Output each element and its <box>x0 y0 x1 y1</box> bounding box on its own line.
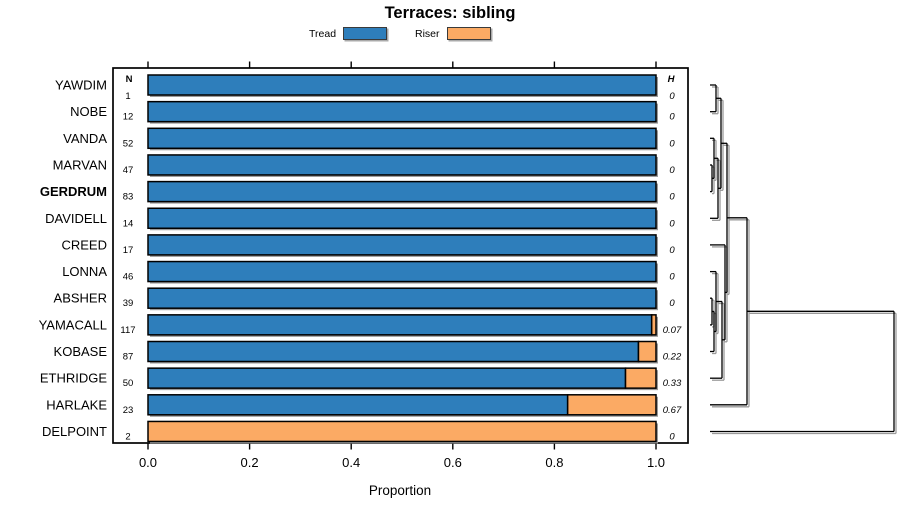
category-label: HARLAKE <box>46 397 107 412</box>
category-label: VANDA <box>63 131 107 146</box>
n-value: 23 <box>123 405 134 416</box>
bar-segment-tread <box>147 100 657 123</box>
h-value: 0 <box>669 298 675 309</box>
n-value: 117 <box>120 325 135 336</box>
dendrogram <box>710 84 895 433</box>
h-value: 0 <box>669 272 675 283</box>
category-label: DELPOINT <box>42 424 107 439</box>
category-label: MARVAN <box>53 157 107 172</box>
row-labels: N H YAWDIM 1 0 NOBE 12 0 VANDA 52 0 MARVAN 47 0 GERDRU… <box>39 74 682 442</box>
dendrogram-shadow <box>712 86 897 435</box>
h-value: 0 <box>669 431 675 442</box>
n-value: 87 <box>123 352 134 363</box>
h-value: 0 <box>669 91 675 102</box>
n-value: 14 <box>123 218 134 229</box>
legend-swatch-tread <box>343 27 388 40</box>
h-value: 0 <box>669 138 675 149</box>
category-label: DAVIDELL <box>45 211 107 226</box>
category-label: YAWDIM <box>55 78 107 93</box>
legend-swatch-riser <box>446 27 491 40</box>
x-tick-label: 0.8 <box>545 455 563 470</box>
bar-segment-tread <box>147 367 627 389</box>
legend-label-tread: Tread <box>309 27 337 40</box>
bar-segment-tread <box>147 260 657 283</box>
category-label: YAMACALL <box>39 317 107 332</box>
chart-title: Terraces: sibling <box>384 4 516 22</box>
legend-item-tread: Tread <box>309 27 388 40</box>
bar-segment-riser <box>637 340 657 363</box>
h-value: 0.67 <box>663 405 682 416</box>
n-value: 47 <box>123 165 134 176</box>
bar-segment-tread <box>147 340 640 363</box>
bar-segment-tread <box>147 287 657 309</box>
category-label: GERDRUM <box>40 184 107 199</box>
bar-segment-riser <box>624 367 657 389</box>
n-value: 1 <box>125 91 130 102</box>
bar-segment-tread <box>147 180 657 203</box>
n-value: 50 <box>123 378 134 389</box>
bar-segment-riser <box>650 314 657 336</box>
x-tick-label: 0.4 <box>342 455 360 470</box>
n-value: 46 <box>123 272 134 283</box>
x-tick-label: 0.6 <box>444 455 462 470</box>
legend-item-riser: Riser <box>415 27 491 40</box>
x-tick-label: 1.0 <box>647 455 665 470</box>
n-value: 52 <box>123 138 134 149</box>
n-column-header: N <box>126 74 133 85</box>
n-value: 12 <box>123 112 134 123</box>
h-value: 0 <box>669 165 675 176</box>
category-label: ETHRIDGE <box>40 371 108 386</box>
h-value: 0 <box>669 218 675 229</box>
bar-segment-riser <box>147 420 657 443</box>
axis-ticks: 0.0 0.2 0.4 0.6 0.8 1.0 Proportion <box>139 61 665 498</box>
category-label: NOBE <box>70 104 107 119</box>
h-value: 0.33 <box>663 378 682 389</box>
h-value: 0 <box>669 245 675 256</box>
legend-label-riser: Riser <box>415 27 440 40</box>
n-value: 39 <box>123 298 134 309</box>
bar-segment-riser <box>566 394 657 416</box>
bar-segment-tread <box>147 74 657 96</box>
category-label: CREED <box>61 237 107 252</box>
h-column-header: H <box>668 74 676 85</box>
n-value: 83 <box>123 192 134 203</box>
bar-segment-tread <box>147 314 653 336</box>
x-tick-label: 0.2 <box>241 455 259 470</box>
n-value: 2 <box>125 431 130 442</box>
bar-segment-tread <box>147 234 657 256</box>
bar-segment-tread <box>147 127 657 150</box>
h-value: 0 <box>669 112 675 123</box>
bars <box>147 74 658 444</box>
h-value: 0.07 <box>663 325 682 336</box>
category-label: LONNA <box>62 264 107 279</box>
x-axis-title: Proportion <box>369 483 431 498</box>
bar-segment-tread <box>147 154 657 176</box>
category-label: KOBASE <box>54 344 108 359</box>
bar-segment-tread <box>147 207 657 229</box>
x-tick-label: 0.0 <box>139 455 157 470</box>
h-value: 0 <box>669 192 675 203</box>
n-value: 17 <box>123 245 134 256</box>
category-label: ABSHER <box>54 291 107 306</box>
bar-segment-tread <box>147 394 569 416</box>
h-value: 0.22 <box>663 352 682 363</box>
